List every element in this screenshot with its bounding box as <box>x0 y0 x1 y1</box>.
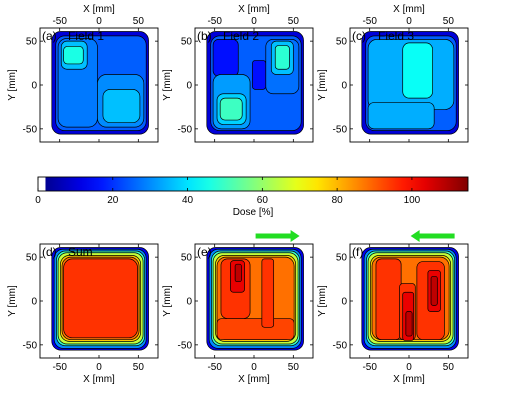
x-tick-label: 0 <box>251 362 257 373</box>
colorbar-zero-band <box>38 177 46 191</box>
panel-b: -50 0 50 -50 0 50 X [mm] Y [mm] (b) Field 2 <box>162 4 314 143</box>
y-axis-label: Y [mm] <box>7 285 18 317</box>
colorbar-tick-label: 100 <box>404 195 421 206</box>
arrow-right-icon <box>255 230 300 242</box>
dose-region <box>234 263 242 283</box>
x-tick-label: -50 <box>362 16 377 27</box>
panel-a: -50 0 50 -50 0 50 X [mm] Y [mm] (a) Field 1 <box>7 4 159 143</box>
x-axis-label: X [mm] <box>393 4 425 15</box>
panel-label: (e) <box>197 245 212 259</box>
dose-region <box>367 102 435 130</box>
y-tick-label: 50 <box>26 253 38 264</box>
colorbar-tick-label: 40 <box>182 195 194 206</box>
y-axis-label: Y [mm] <box>317 69 328 101</box>
arrow-left-icon <box>410 230 455 242</box>
y-tick-label: 50 <box>336 37 348 48</box>
colorbar-tick-label: 60 <box>257 195 269 206</box>
x-tick-label: 50 <box>133 362 145 373</box>
y-tick-label: 50 <box>336 253 348 264</box>
x-tick-label: 50 <box>288 362 300 373</box>
x-tick-label: 50 <box>133 16 145 27</box>
y-axis-label: Y [mm] <box>162 69 173 101</box>
y-tick-label: 50 <box>181 37 193 48</box>
x-tick-label: -50 <box>52 362 67 373</box>
dose-region <box>430 276 438 306</box>
y-axis-label: Y [mm] <box>7 69 18 101</box>
panel-title: Field 3 <box>378 29 414 43</box>
colorbar-tick-label: 0 <box>35 195 41 206</box>
x-tick-label: 0 <box>96 362 102 373</box>
x-tick-label: -50 <box>207 16 222 27</box>
x-tick-label: 50 <box>443 16 455 27</box>
x-tick-label: 0 <box>251 16 257 27</box>
y-axis-label: Y [mm] <box>317 285 328 317</box>
colorbar: 0 20 40 60 80 100 Dose [%] <box>35 176 469 218</box>
panel-label: (d) <box>42 245 57 259</box>
panel-d: -50 0 50 -50 0 50 X [mm] Y [mm] (d) Sum <box>7 243 159 385</box>
x-tick-label: 50 <box>288 16 300 27</box>
dose-region <box>274 45 290 70</box>
y-tick-label: -50 <box>23 124 38 135</box>
y-tick-label: 0 <box>341 81 347 92</box>
panel-label: (c) <box>352 29 366 43</box>
panel-label: (b) <box>197 29 212 43</box>
y-tick-label: 0 <box>186 81 192 92</box>
dose-region <box>219 97 243 121</box>
panel-label: (f) <box>352 245 363 259</box>
y-tick-label: -50 <box>333 340 348 351</box>
y-tick-label: 0 <box>186 297 192 308</box>
x-tick-label: 0 <box>96 16 102 27</box>
panel-c: -50 0 50 -50 0 50 X [mm] Y [mm] (c) Field 3 <box>317 4 469 143</box>
y-tick-label: 0 <box>31 297 37 308</box>
dose-region <box>375 258 402 340</box>
colorbar-tick-label: 20 <box>107 195 119 206</box>
colorbar-fill <box>38 177 468 191</box>
x-axis-label: X [mm] <box>393 374 425 385</box>
x-axis-label: X [mm] <box>238 374 270 385</box>
x-tick-label: 0 <box>406 362 412 373</box>
panel-label: (a) <box>42 29 57 43</box>
x-tick-label: -50 <box>207 362 222 373</box>
panel-title: Field 1 <box>68 29 104 43</box>
dose-region <box>63 46 84 65</box>
y-tick-label: -50 <box>23 340 38 351</box>
dose-region <box>212 39 239 77</box>
x-axis-label: X [mm] <box>83 4 115 15</box>
dose-region <box>261 258 275 328</box>
x-axis-label: X [mm] <box>83 374 115 385</box>
y-tick-label: 50 <box>181 253 193 264</box>
dose-region <box>63 258 138 339</box>
x-tick-label: -50 <box>362 362 377 373</box>
panel-e: -50 0 50 -50 0 50 X [mm] Y [mm] (e) <box>162 230 314 385</box>
panel-title: Sum <box>68 245 93 259</box>
y-axis-label: Y [mm] <box>162 285 173 317</box>
dose-region <box>102 89 141 124</box>
x-axis-label: X [mm] <box>238 4 270 15</box>
dose-region <box>402 42 433 99</box>
panel-f: -50 0 50 -50 0 50 X [mm] Y [mm] (f) <box>317 230 469 385</box>
y-tick-label: 50 <box>26 37 38 48</box>
dose-region <box>405 311 413 337</box>
y-tick-label: -50 <box>178 124 193 135</box>
colorbar-tick-label: 80 <box>332 195 344 206</box>
colorbar-label: Dose [%] <box>233 207 274 218</box>
y-tick-label: -50 <box>178 340 193 351</box>
panel-title: Field 2 <box>223 29 259 43</box>
colorbar-frame <box>37 176 469 192</box>
dose-region <box>216 318 295 340</box>
y-tick-label: 0 <box>31 81 37 92</box>
x-tick-label: 0 <box>406 16 412 27</box>
x-tick-label: -50 <box>52 16 67 27</box>
dose-region <box>252 60 267 90</box>
x-tick-label: 50 <box>443 362 455 373</box>
y-tick-label: 0 <box>341 297 347 308</box>
y-tick-label: -50 <box>333 124 348 135</box>
